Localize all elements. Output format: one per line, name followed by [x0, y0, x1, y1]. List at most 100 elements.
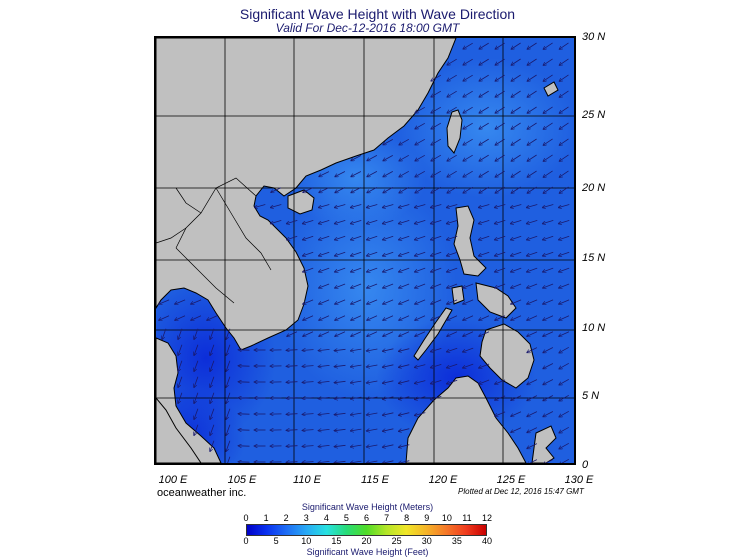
wave-arrow	[479, 186, 489, 193]
wave-arrow	[559, 458, 569, 463]
wave-arrow	[560, 74, 569, 81]
wave-arrow	[543, 251, 554, 256]
wave-arrow	[511, 427, 522, 433]
wave-arrow	[527, 42, 537, 49]
wave-arrow	[511, 283, 522, 288]
wave-arrow	[287, 331, 298, 337]
wave-arrow	[447, 267, 458, 272]
wave-arrow	[495, 411, 506, 416]
wave-arrow	[194, 328, 199, 339]
wave-arrow	[479, 235, 490, 239]
wave-arrow	[399, 283, 410, 288]
wave-arrow	[560, 122, 569, 129]
wave-arrow	[210, 392, 215, 403]
wave-arrow	[194, 408, 199, 419]
wave-arrow	[479, 90, 489, 97]
wave-arrow	[495, 235, 506, 239]
wave-arrow	[543, 459, 554, 463]
wave-arrow	[495, 251, 506, 256]
wave-arrow	[335, 251, 346, 256]
wave-arrow	[431, 299, 442, 304]
wave-arrow	[335, 429, 346, 430]
wave-map-canvas	[156, 38, 574, 463]
legend-meters-tick: 10	[441, 513, 452, 523]
wave-arrow	[367, 171, 378, 176]
legend-feet-tick: 35	[451, 536, 462, 546]
wave-arrow	[560, 58, 569, 65]
wave-arrow	[559, 410, 569, 416]
wave-arrow	[383, 155, 393, 160]
wave-arrow	[319, 204, 330, 208]
wave-arrow	[383, 364, 394, 367]
legend-feet-tick: 20	[361, 536, 372, 546]
wave-arrow	[319, 315, 330, 320]
wave-arrow	[527, 283, 538, 288]
wave-arrow	[303, 398, 314, 399]
land-okinawa	[543, 81, 559, 97]
wave-arrow	[415, 154, 425, 160]
wave-arrow	[383, 171, 393, 176]
wave-arrow	[431, 283, 442, 288]
wave-arrow	[559, 283, 570, 288]
wave-arrow	[511, 299, 522, 304]
wave-arrow	[447, 74, 457, 81]
wave-arrow	[319, 331, 330, 337]
wave-arrow	[178, 344, 183, 355]
wave-arrow	[527, 122, 537, 129]
wave-arrow	[479, 220, 490, 223]
lon-label-120e: 120 E	[428, 474, 458, 486]
wave-arrow	[178, 392, 183, 403]
wave-arrow	[271, 220, 282, 223]
wave-arrow	[559, 251, 570, 256]
wave-arrow	[415, 267, 426, 272]
wave-arrow	[287, 382, 298, 383]
wave-arrow	[495, 395, 506, 400]
wave-arrow	[399, 204, 410, 208]
wave-arrow	[559, 362, 569, 368]
wave-arrow	[431, 204, 442, 208]
wave-arrow	[210, 360, 215, 371]
wave-arrow	[447, 331, 458, 337]
wave-arrow	[447, 90, 457, 97]
wave-arrow	[383, 283, 394, 288]
wave-arrow	[543, 220, 554, 223]
wave-arrow	[319, 187, 330, 193]
land-sumatra-tip	[156, 397, 202, 463]
wave-arrow	[479, 363, 490, 368]
legend-meters-tick: 12	[481, 513, 493, 523]
wave-arrow	[415, 299, 426, 304]
wave-arrow	[319, 283, 330, 288]
wave-arrow	[463, 106, 473, 113]
wave-arrow	[431, 396, 442, 399]
wave-arrow	[415, 331, 426, 337]
land-sulawesi	[531, 425, 557, 463]
wave-arrow	[335, 365, 346, 366]
wave-arrow	[511, 411, 522, 417]
legend-feet-tick: 15	[331, 536, 342, 546]
wave-arrow	[543, 74, 553, 81]
wave-arrow	[511, 58, 521, 65]
wave-arrow	[415, 138, 425, 144]
legend-meters-tick: 9	[424, 513, 430, 523]
wave-arrow	[319, 397, 330, 398]
wave-arrow	[399, 138, 409, 144]
wave-arrow	[431, 220, 442, 223]
wave-arrow	[527, 74, 537, 81]
wave-arrow	[287, 398, 298, 399]
wave-arrow	[511, 42, 521, 49]
wave-arrow	[447, 186, 457, 193]
wave-arrow	[399, 348, 410, 352]
wave-arrow	[303, 187, 314, 193]
wave-arrow	[559, 442, 569, 448]
wave-arrow	[287, 446, 298, 447]
wave-arrow	[479, 331, 490, 337]
wave-arrow	[560, 42, 569, 49]
lat-label-20n: 20 N	[582, 182, 606, 194]
wave-arrow	[415, 170, 425, 176]
wave-arrow	[399, 331, 410, 337]
wave-arrow	[335, 267, 346, 272]
wave-arrow	[415, 380, 426, 384]
wave-arrow	[367, 445, 378, 447]
wave-arrow	[415, 315, 426, 320]
legend-meters-tick: 5	[343, 513, 349, 523]
